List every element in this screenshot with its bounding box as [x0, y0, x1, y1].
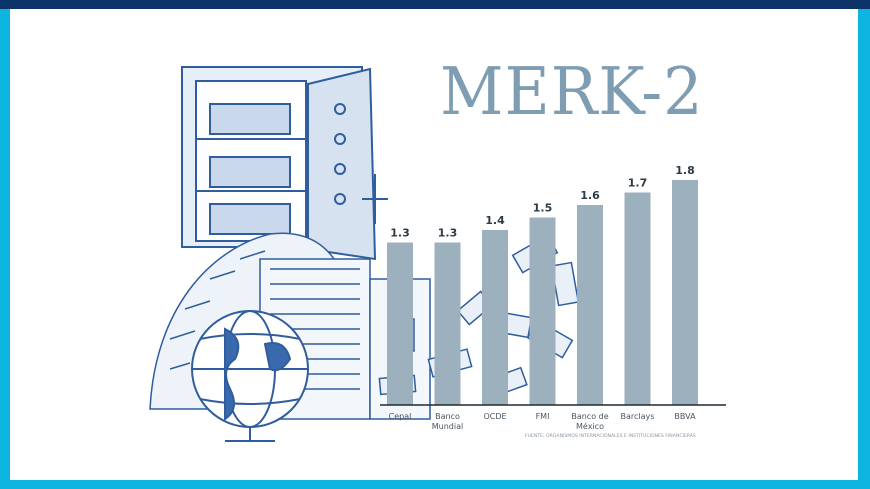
bar	[577, 205, 603, 405]
bank-vault-icon	[181, 66, 388, 261]
bar	[482, 230, 508, 405]
value-label: 1.3	[390, 227, 410, 240]
value-label: 1.3	[438, 227, 458, 240]
bar	[387, 242, 413, 405]
category-label: Mundial	[432, 422, 463, 431]
value-label: 1.6	[580, 189, 600, 202]
infographic-panel: 1.3 Cepal 1.3 Banco Mundial 1.4 OCDE 1.5 FMI 1.6 B…	[10, 9, 858, 480]
source-note: FUENTE: ORGANISMOS INTERNACIONALES E INS…	[525, 433, 696, 439]
category-label: FMI	[536, 412, 550, 421]
bar	[529, 217, 556, 405]
value-label: 1.5	[533, 202, 553, 215]
globe-icon	[191, 310, 309, 442]
bar	[434, 242, 461, 405]
value-label: 1.8	[675, 164, 695, 177]
value-label: 1.4	[485, 214, 505, 227]
top-frame-bar	[0, 0, 870, 9]
bar	[672, 180, 698, 405]
value-label: 1.7	[628, 177, 648, 190]
category-label: OCDE	[483, 412, 506, 421]
bar	[624, 192, 651, 405]
category-label: Barclays	[621, 412, 655, 421]
category-label: Cepal	[389, 412, 412, 421]
category-label: BBVA	[674, 412, 696, 421]
page-title: MERK-2	[440, 53, 704, 130]
category-label: Banco	[435, 412, 460, 421]
category-label: Banco de	[571, 412, 608, 421]
category-label: México	[576, 421, 604, 431]
